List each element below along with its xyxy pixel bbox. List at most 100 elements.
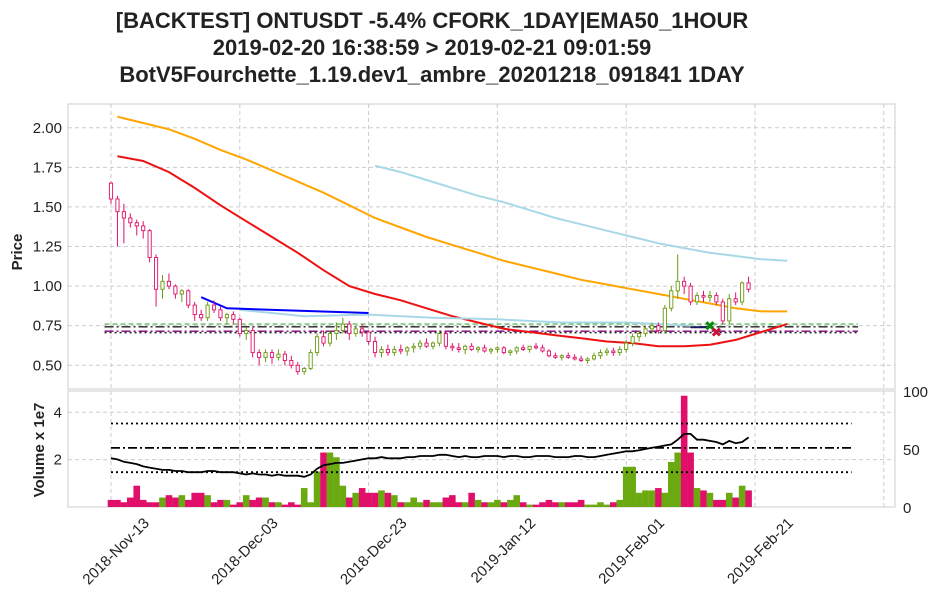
candle-body	[450, 345, 455, 349]
candle-body	[321, 336, 326, 344]
candle-body	[707, 295, 712, 298]
candle-body	[540, 347, 545, 352]
candle-body	[289, 360, 294, 366]
candle-body	[637, 333, 642, 338]
candlestick	[179, 289, 184, 302]
volume-bar	[300, 488, 308, 507]
candle-body	[424, 342, 429, 347]
volume-bar	[571, 502, 578, 507]
candlestick	[276, 349, 281, 361]
candlestick	[585, 357, 590, 364]
candlestick	[128, 213, 133, 228]
candle-body	[669, 290, 674, 309]
volume-reference-lines	[111, 422, 852, 474]
candlestick	[134, 219, 139, 236]
candlestick	[141, 221, 146, 239]
volume-bar	[127, 497, 134, 507]
candle-body	[443, 333, 448, 347]
volume-bar	[693, 488, 701, 507]
candlestick	[720, 298, 725, 325]
candle-body	[430, 342, 436, 347]
volume-axis-label: Volume x 1e7	[31, 403, 48, 498]
volume-bar	[197, 492, 205, 507]
candle-body	[694, 295, 700, 303]
volume-bar	[391, 495, 398, 507]
volume-bar	[403, 502, 411, 507]
volume-bar	[294, 504, 302, 507]
volume-bar	[616, 499, 624, 507]
volume-bar	[680, 395, 688, 507]
volume-bar	[738, 485, 746, 507]
candlestick	[694, 292, 700, 306]
candlestick	[469, 343, 474, 351]
candlestick	[450, 343, 455, 351]
candle-body	[308, 352, 313, 369]
candlestick	[257, 349, 262, 366]
volume-bar	[474, 499, 482, 507]
candle-body	[263, 352, 268, 358]
volume-bar	[667, 462, 675, 507]
candle-body	[456, 347, 461, 350]
candle-body	[437, 333, 442, 344]
candlestick	[746, 276, 751, 293]
volume-bar	[687, 452, 694, 507]
volume-bar	[629, 466, 636, 507]
candlestick	[108, 181, 114, 204]
candlestick	[302, 366, 307, 375]
volume-bar	[339, 485, 347, 507]
chart-title: [BACKTEST] ONTUSDT -5.4% CFORK_1DAY|EMA5…	[116, 8, 749, 87]
candle-body	[488, 348, 494, 352]
candlestick	[154, 254, 159, 307]
volume-bar	[242, 495, 250, 507]
volume-bar	[152, 502, 160, 507]
candle-body	[154, 257, 159, 290]
volume-bars	[107, 395, 752, 507]
volume-bar	[655, 488, 662, 507]
candle-body	[411, 345, 416, 349]
candlestick	[514, 346, 519, 355]
candlestick	[411, 343, 416, 353]
candlestick	[701, 290, 706, 302]
trade-marker	[705, 321, 715, 331]
volume-bar	[371, 492, 379, 507]
candle-body	[682, 280, 687, 287]
price-tick-label: 1.00	[33, 278, 62, 295]
volume-bar	[719, 499, 727, 507]
candlestick	[250, 327, 255, 358]
volume-bar	[268, 502, 276, 507]
candlestick	[707, 290, 712, 302]
candlestick	[372, 336, 378, 358]
volume-bar	[526, 504, 533, 507]
volume-bar	[139, 499, 147, 507]
indicator-tick-label: 100	[903, 384, 928, 401]
candle-body	[675, 280, 680, 292]
volume-bar	[262, 497, 269, 507]
candle-body	[514, 347, 519, 352]
candle-body	[585, 358, 590, 361]
candlestick	[643, 325, 648, 337]
candle-body	[231, 314, 236, 320]
candlestick	[430, 341, 436, 350]
volume-bar	[365, 492, 372, 507]
candlestick	[340, 317, 345, 334]
volume-bar	[648, 490, 656, 507]
candle-body	[405, 347, 410, 352]
volume-bar	[642, 490, 649, 507]
candle-body	[372, 341, 378, 354]
candlestick	[495, 346, 500, 353]
candle-body	[546, 350, 551, 357]
candlestick	[669, 286, 674, 312]
candle-body	[295, 364, 300, 373]
candle-body	[521, 347, 526, 350]
volume-bar	[326, 452, 334, 507]
candlestick	[624, 339, 629, 353]
indicator-tick-label: 0	[903, 500, 911, 517]
volume-bar	[230, 504, 237, 507]
date-tick-label: 2018-Dec-23	[337, 515, 410, 588]
candlestick	[611, 347, 616, 356]
volume-bar	[288, 502, 295, 507]
candle-body	[566, 355, 571, 358]
volume-bar	[275, 502, 282, 507]
candlestick	[456, 343, 461, 353]
volume-bar	[468, 492, 475, 507]
